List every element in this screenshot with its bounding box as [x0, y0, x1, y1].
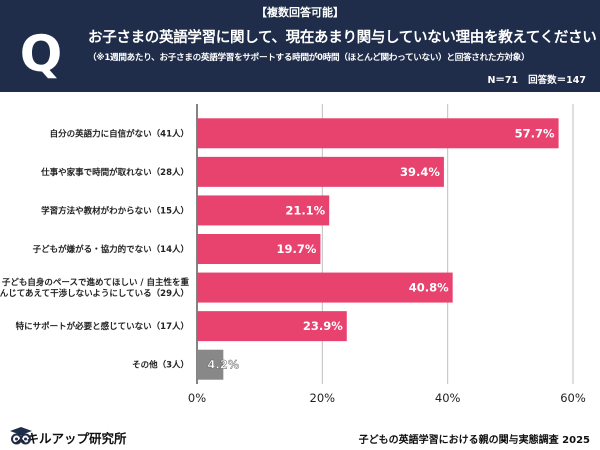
category-label: 子ども自身のペースで進めてほしい / 自主性を重 — [2, 277, 190, 288]
sample-size: N＝71 回答数＝147 — [477, 72, 586, 86]
category-label: 学習方法や教材がわからない（15人） — [41, 205, 189, 216]
data-label: 40.8% — [409, 281, 449, 295]
chart-source: 子どもの英語学習における親の関与実態調査 2025 — [358, 435, 590, 446]
sample-answers: 回答数＝147 — [528, 75, 586, 86]
chart-header: Q 【複数回答可能】 お子さまの英語学習に関して、現在あまり関与していない理由を… — [0, 0, 600, 92]
data-label: 4.2% — [207, 358, 239, 372]
x-tick-label: 60% — [560, 391, 586, 405]
bar — [197, 311, 347, 342]
logo-text: スキルアップ研究所 — [14, 430, 127, 446]
chart-area: 0% 20% 40% 60% 57.7% 自分の英語力に自信がない（41人） 39.4% 仕事… — [0, 92, 600, 422]
owl-logo-icon — [10, 427, 32, 445]
bar — [197, 272, 453, 303]
bar — [197, 118, 559, 149]
data-label: 21.1% — [285, 203, 325, 217]
category-label: んじてあえて干渉しないようにしている（29人） — [0, 288, 189, 299]
x-tick-label: 0% — [188, 391, 206, 405]
x-tick-label: 20% — [310, 391, 336, 405]
category-label: その他（3人） — [132, 360, 189, 371]
category-label: 自分の英語力に自信がない（41人） — [50, 128, 189, 139]
bar-chart: 0% 20% 40% 60% 57.7% 自分の英語力に自信がない（41人） 39.4% 仕事… — [0, 104, 586, 405]
bar — [197, 349, 224, 380]
bar — [197, 195, 330, 226]
data-label: 23.9% — [303, 319, 343, 333]
x-tick-label: 40% — [435, 391, 461, 405]
q-badge: Q — [19, 25, 63, 83]
bar — [197, 156, 444, 187]
category-label: 仕事や家事で時間が取れない（28人） — [40, 167, 189, 178]
sample-n: N＝71 — [487, 75, 519, 86]
chart-title: お子さまの英語学習に関して、現在あまり関与していない理由を教えてください — [88, 30, 597, 46]
category-label: 特にサポートが必要と感じていない（17人） — [16, 321, 189, 332]
chart-note: （※1週間あたり、お子さまの英語学習をサポートする時間が0時間（ほとんど関わって… — [88, 53, 530, 63]
data-label: 19.7% — [277, 242, 317, 256]
answer-type-tag: 【複数回答可能】 — [256, 6, 344, 19]
bar — [197, 234, 321, 264]
footer-logo: スキルアップ研究所 — [10, 427, 127, 447]
data-label: 57.7% — [515, 126, 555, 140]
data-label: 39.4% — [400, 165, 440, 179]
category-label: 子どもが嫌がる・協力的でない（14人） — [33, 244, 189, 255]
